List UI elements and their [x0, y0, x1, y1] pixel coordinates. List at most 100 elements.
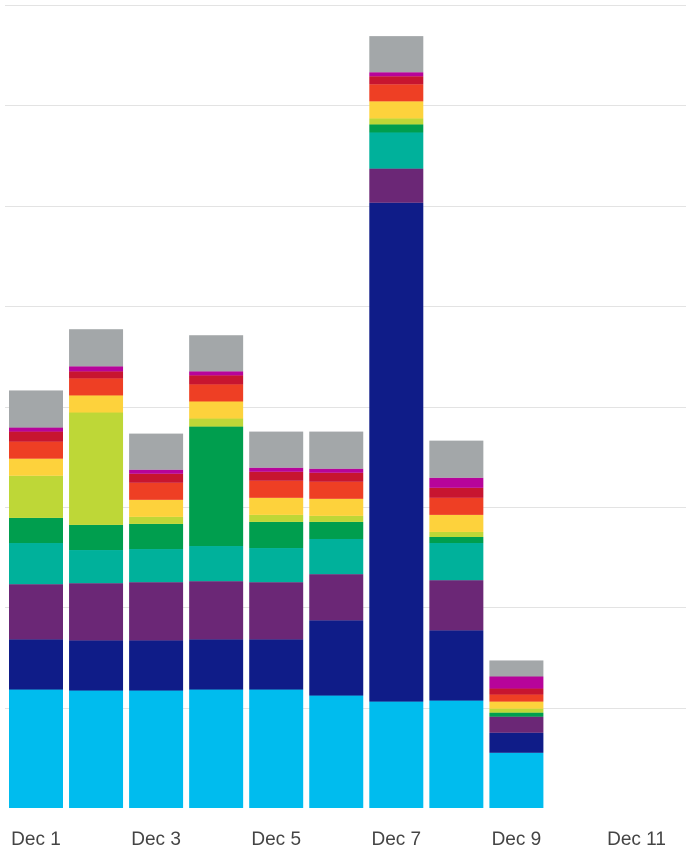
- bar-segment[interactable]: [189, 384, 244, 402]
- bar-segment[interactable]: [129, 582, 184, 641]
- bar-segment[interactable]: [369, 124, 424, 133]
- bar-segment[interactable]: [129, 499, 184, 517]
- bar-segment[interactable]: [129, 523, 184, 550]
- bar-segment[interactable]: [369, 168, 424, 203]
- bar-segment[interactable]: [429, 531, 484, 537]
- bar-segment[interactable]: [9, 517, 63, 544]
- bar-segment[interactable]: [249, 514, 304, 522]
- bar-segment[interactable]: [369, 202, 424, 702]
- bar-segment[interactable]: [69, 524, 124, 551]
- bar-segment[interactable]: [429, 700, 484, 808]
- bar-segment[interactable]: [309, 515, 364, 522]
- bar-stack: [429, 440, 484, 808]
- bar-segment[interactable]: [249, 639, 304, 690]
- bar-segment[interactable]: [9, 458, 63, 476]
- bar-segment[interactable]: [429, 580, 484, 631]
- bar-segment[interactable]: [249, 582, 304, 640]
- bar-segment[interactable]: [369, 118, 424, 125]
- bar-segment[interactable]: [429, 630, 484, 701]
- bar-segment[interactable]: [249, 497, 304, 515]
- bar-segment[interactable]: [489, 676, 544, 689]
- bar-segment[interactable]: [429, 514, 484, 532]
- bar-segment[interactable]: [489, 712, 544, 717]
- bar-segment[interactable]: [69, 550, 124, 584]
- bar-segment[interactable]: [489, 660, 544, 677]
- bar-segment[interactable]: [249, 471, 304, 481]
- bar-segment[interactable]: [429, 543, 484, 581]
- bar-segment[interactable]: [9, 639, 63, 690]
- bar-segment[interactable]: [9, 543, 63, 585]
- bar-segment[interactable]: [129, 433, 184, 470]
- bar-segment[interactable]: [369, 72, 424, 77]
- bar-segment[interactable]: [129, 549, 184, 583]
- bar-segment[interactable]: [489, 732, 544, 753]
- bar-segment[interactable]: [9, 431, 63, 442]
- bar-segment[interactable]: [9, 584, 63, 640]
- bar-segment[interactable]: [249, 480, 304, 498]
- bar-segment[interactable]: [429, 440, 484, 478]
- bar-segment[interactable]: [189, 689, 244, 808]
- bar-segment[interactable]: [69, 412, 124, 525]
- bar-stacks: [9, 36, 544, 808]
- bar-segment[interactable]: [249, 689, 304, 808]
- bar-segment[interactable]: [249, 431, 304, 468]
- bar-segment[interactable]: [309, 498, 364, 516]
- bar-segment[interactable]: [69, 329, 124, 367]
- bar-segment[interactable]: [309, 481, 364, 499]
- bar-segment[interactable]: [189, 426, 244, 547]
- bar-segment[interactable]: [369, 701, 424, 808]
- bar-segment[interactable]: [129, 690, 184, 808]
- bar-segment[interactable]: [429, 477, 484, 488]
- bar-segment[interactable]: [9, 390, 63, 428]
- bar-segment[interactable]: [189, 581, 244, 640]
- bar-segment[interactable]: [69, 690, 124, 808]
- bar-segment[interactable]: [129, 516, 184, 524]
- bar-segment[interactable]: [489, 752, 544, 808]
- bar-segment[interactable]: [309, 620, 364, 696]
- bar-segment[interactable]: [489, 716, 544, 733]
- bar-segment[interactable]: [369, 84, 424, 102]
- bar-segment[interactable]: [129, 469, 184, 474]
- bar-segment[interactable]: [9, 689, 63, 808]
- bar-segment[interactable]: [249, 548, 304, 583]
- bar-segment[interactable]: [249, 467, 304, 472]
- bar-segment[interactable]: [189, 375, 244, 385]
- bar-segment[interactable]: [189, 639, 244, 690]
- bar-segment[interactable]: [189, 546, 244, 582]
- bar-segment[interactable]: [249, 521, 304, 549]
- bar-segment[interactable]: [69, 640, 124, 691]
- bar-segment[interactable]: [489, 708, 544, 713]
- bar-segment[interactable]: [429, 497, 484, 515]
- bar-segment[interactable]: [9, 475, 63, 518]
- bar-segment[interactable]: [309, 695, 364, 808]
- bar-segment[interactable]: [309, 472, 364, 482]
- bar-segment[interactable]: [189, 401, 244, 419]
- bar-segment[interactable]: [189, 335, 244, 372]
- bar-segment[interactable]: [129, 473, 184, 483]
- bar-segment[interactable]: [489, 701, 544, 709]
- bar-segment[interactable]: [309, 539, 364, 575]
- bar-segment[interactable]: [369, 36, 424, 73]
- bar-segment[interactable]: [489, 694, 544, 702]
- bar-segment[interactable]: [369, 132, 424, 169]
- bar-segment[interactable]: [309, 574, 364, 621]
- bar-segment[interactable]: [489, 688, 544, 695]
- bar-segment[interactable]: [69, 371, 124, 379]
- bar-segment[interactable]: [429, 536, 484, 544]
- bar-segment[interactable]: [369, 101, 424, 119]
- bar-segment[interactable]: [9, 427, 63, 432]
- bar-segment[interactable]: [69, 583, 124, 641]
- bar-segment[interactable]: [69, 378, 124, 396]
- bar-segment[interactable]: [369, 76, 424, 85]
- bar-segment[interactable]: [429, 487, 484, 498]
- bar-segment[interactable]: [69, 366, 124, 372]
- bar-segment[interactable]: [129, 640, 184, 691]
- bar-segment[interactable]: [309, 468, 364, 473]
- bar-segment[interactable]: [69, 395, 124, 413]
- bar-segment[interactable]: [309, 521, 364, 539]
- bar-segment[interactable]: [309, 431, 364, 469]
- bar-segment[interactable]: [9, 441, 63, 459]
- bar-segment[interactable]: [189, 418, 244, 427]
- bar-segment[interactable]: [129, 482, 184, 500]
- bar-segment[interactable]: [189, 371, 244, 376]
